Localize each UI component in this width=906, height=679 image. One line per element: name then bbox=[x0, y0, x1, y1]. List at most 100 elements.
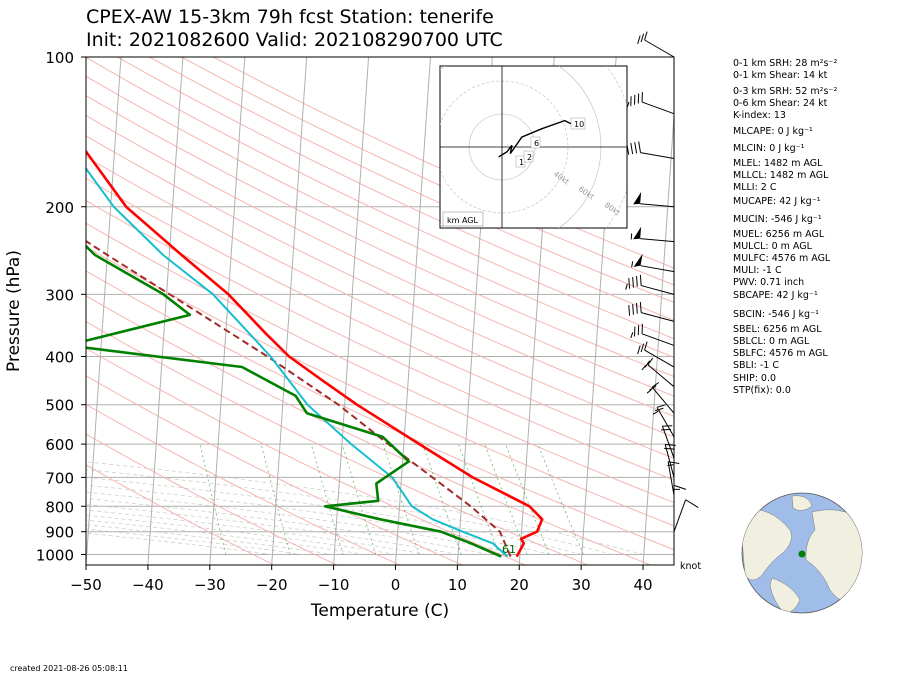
barb-pennant bbox=[633, 192, 641, 205]
dry-adiabat bbox=[0, 57, 337, 565]
barb-flag bbox=[631, 143, 633, 154]
y-tick-label: 300 bbox=[45, 286, 74, 304]
index-0-1-km-shear: 0-1 km Shear: 14 kt bbox=[733, 70, 827, 81]
y-tick-label: 500 bbox=[45, 397, 74, 415]
y-tick-label: 600 bbox=[45, 436, 74, 454]
y-tick-label: 100 bbox=[45, 49, 74, 67]
chart-title-line1: CPEX-AW 15-3km 79h fcst Station: tenerif… bbox=[86, 6, 494, 28]
barb-staff bbox=[642, 102, 674, 114]
barb-flag bbox=[640, 275, 641, 286]
mixing-ratio-line bbox=[200, 444, 226, 554]
wind-barb bbox=[638, 342, 674, 367]
barb-staff bbox=[641, 153, 674, 159]
x-tick-label: 0 bbox=[391, 576, 401, 594]
wind-barb bbox=[625, 142, 674, 159]
x-tick-label: 10 bbox=[448, 576, 467, 594]
x-tick-label: −30 bbox=[194, 576, 226, 594]
index-sblcl: SBLCL: 0 m AGL bbox=[733, 336, 809, 347]
isotherm-line bbox=[148, 57, 183, 565]
y-tick-label: 400 bbox=[45, 349, 74, 367]
created-timestamp: created 2021-08-26 05:08:11 bbox=[10, 664, 128, 673]
index-sblfc: SBLFC: 4576 m AGL bbox=[733, 348, 828, 359]
y-axis-label: Pressure (hPa) bbox=[4, 250, 24, 372]
index-mucin: MUCIN: -546 J kg⁻¹ bbox=[733, 214, 822, 225]
dry-adiabat bbox=[0, 57, 400, 565]
barb-staff bbox=[648, 365, 674, 387]
barb-flag bbox=[629, 305, 630, 316]
x-axis-label: Temperature (C) bbox=[310, 601, 449, 621]
index-0-1-km-srh: 0-1 km SRH: 28 m²s⁻² bbox=[733, 58, 837, 69]
barb-staff bbox=[640, 239, 674, 242]
location-globe bbox=[742, 493, 863, 614]
barb-staff bbox=[662, 426, 674, 458]
barb-half-flag bbox=[642, 365, 646, 370]
wind-barb bbox=[632, 254, 674, 272]
wind-barb bbox=[642, 358, 674, 386]
index-mulcl: MULCL: 0 m AGL bbox=[733, 241, 812, 252]
barb-half-flag bbox=[647, 389, 652, 393]
barb-flag bbox=[674, 485, 686, 489]
isotherm-line bbox=[334, 57, 369, 565]
y-tick-label: 800 bbox=[45, 498, 74, 516]
index-mlli: MLLI: 2 C bbox=[733, 182, 777, 193]
barb-flag bbox=[639, 142, 641, 153]
barb-staff bbox=[645, 350, 674, 367]
index-k-index: K-index: 13 bbox=[733, 110, 786, 121]
index-ship: SHIP: 0.0 bbox=[733, 373, 776, 384]
barb-half-flag bbox=[632, 261, 633, 267]
index-mlcape: MLCAPE: 0 J kg⁻¹ bbox=[733, 126, 813, 137]
y-tick-label: 1000 bbox=[36, 546, 74, 564]
index-sbcape: SBCAPE: 42 J kg⁻¹ bbox=[733, 290, 818, 301]
dry-adiabat bbox=[0, 57, 839, 565]
wind-barb bbox=[638, 32, 674, 57]
x-tick-label: 40 bbox=[634, 576, 653, 594]
x-tick-label: −20 bbox=[256, 576, 288, 594]
barb-flag bbox=[645, 32, 648, 40]
x-tick-label: −10 bbox=[318, 576, 350, 594]
barb-flag bbox=[629, 278, 630, 289]
hodograph-label: km AGL bbox=[447, 216, 479, 225]
station-marker bbox=[799, 551, 806, 558]
barb-pennant bbox=[634, 254, 643, 267]
hodograph-height-label: 10 bbox=[574, 120, 584, 129]
barb-flag bbox=[638, 346, 641, 354]
barb-half-flag bbox=[631, 233, 632, 239]
chart-title-line2: Init: 2021082600 Valid: 202108290700 UTC bbox=[86, 29, 503, 51]
barb-staff bbox=[674, 500, 686, 532]
barb-half-flag bbox=[626, 284, 628, 290]
index-sbel: SBEL: 6256 m AGL bbox=[733, 324, 822, 335]
index-muel: MUEL: 6256 m AGL bbox=[733, 229, 824, 240]
barb-flag bbox=[640, 302, 641, 313]
dry-adiabat bbox=[0, 57, 274, 565]
x-tick-label: 20 bbox=[510, 576, 529, 594]
isotherm-line bbox=[24, 57, 59, 565]
wind-barb bbox=[627, 92, 674, 114]
index-sbli: SBLI: -1 C bbox=[733, 360, 779, 371]
barb-flag bbox=[641, 34, 644, 42]
index-muli: MULI: -1 C bbox=[733, 265, 782, 276]
y-tick-label: 200 bbox=[45, 199, 74, 217]
hodograph-height-label: 1 bbox=[519, 158, 524, 167]
barb-pennant bbox=[633, 227, 641, 240]
y-tick-label: 900 bbox=[45, 524, 74, 542]
lcl-label: 61 bbox=[502, 543, 516, 556]
x-tick-label: −50 bbox=[70, 576, 102, 594]
index-0-6-km-shear: 0-6 km Shear: 24 kt bbox=[733, 98, 827, 109]
moist-adiabat bbox=[0, 207, 272, 555]
wind-unit-label: knot bbox=[680, 561, 701, 572]
hodograph-height-label: 6 bbox=[534, 139, 539, 148]
index-mulfc: MULFC: 4576 m AGL bbox=[733, 253, 830, 264]
wetbulb-line bbox=[28, 57, 507, 557]
index-0-3-km-srh: 0-3 km SRH: 52 m²s⁻² bbox=[733, 86, 837, 97]
index-mllcl: MLLCL: 1482 m AGL bbox=[733, 170, 828, 181]
barb-staff bbox=[645, 40, 674, 57]
index-pwv: PWV: 0.71 inch bbox=[733, 277, 804, 288]
isotherm-line bbox=[86, 57, 121, 565]
barb-flag bbox=[686, 500, 699, 508]
index-mlcin: MLCIN: 0 J kg⁻¹ bbox=[733, 143, 805, 154]
wind-barb bbox=[674, 500, 698, 532]
barb-flag bbox=[633, 304, 634, 315]
barb-staff bbox=[641, 286, 674, 295]
